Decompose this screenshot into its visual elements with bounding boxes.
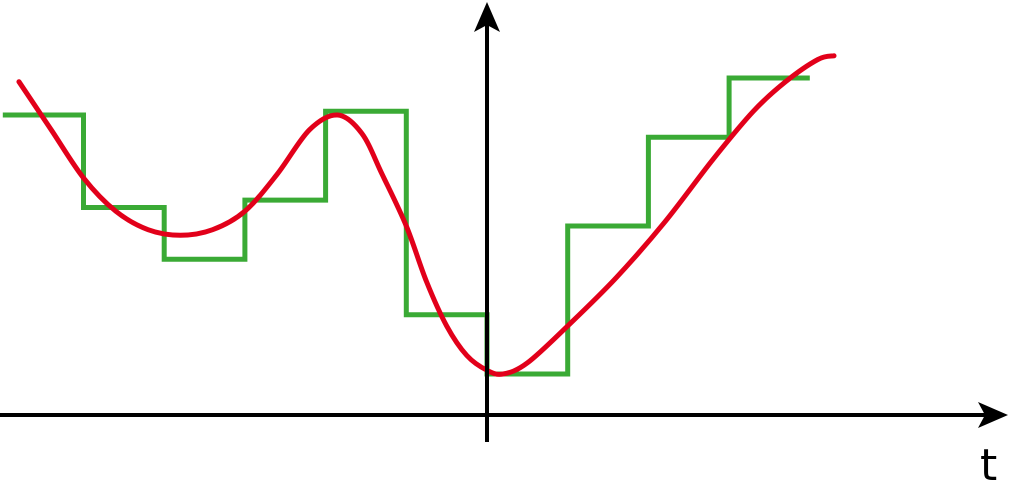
curve-series-line <box>16 53 837 377</box>
x-axis-label: t <box>980 440 997 491</box>
y-axis-arrow-icon <box>474 2 500 32</box>
plot-area <box>2 53 837 377</box>
x-axis-arrow-icon <box>978 402 1008 428</box>
step-series-line <box>2 75 810 377</box>
